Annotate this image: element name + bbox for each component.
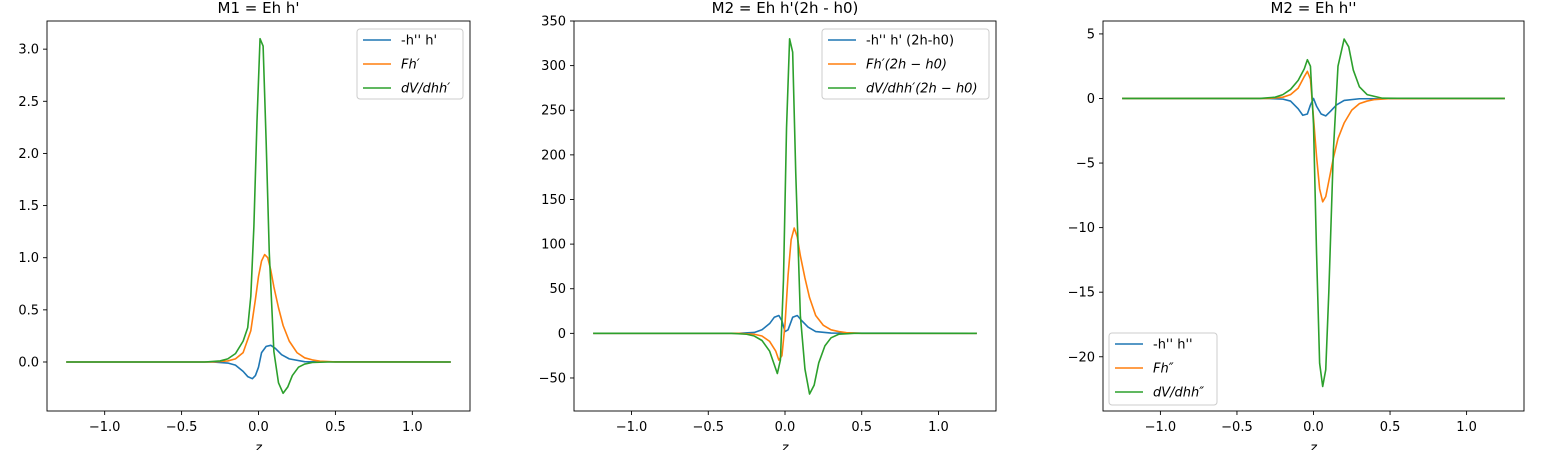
legend-entry-label: Fh′(2h − h0) (866, 58, 947, 73)
y-tick-label: −20 (1068, 350, 1095, 365)
legend-box (356, 28, 464, 100)
y-tick-label: 200 (541, 148, 566, 163)
x-tick-label: 1.0 (1456, 420, 1477, 435)
x-tick-label: −1.0 (89, 420, 121, 435)
chart-title: M2 = Eh h'(2h - h0) (712, 0, 859, 17)
y-tick-label: −15 (1068, 286, 1095, 301)
y-tick-label: 300 (541, 59, 566, 74)
x-tick-label: −0.5 (166, 420, 198, 435)
legend: -h'' h' (2h-h0) Fh′(2h − h0) dV/dhh′(2h − … (821, 28, 990, 100)
y-tick-label: −10 (1068, 221, 1095, 236)
legend-entry-label: -h'' h' (2h-h0) (866, 34, 954, 49)
chart-panel-2: −1.0 −0.5 0.0 0.5 1.0 −50 0 50 100 150 200 250 300 35… (539, 0, 997, 450)
y-tick-label: 2.5 (18, 95, 39, 110)
chart-panel-3: −1.0 −0.5 0.0 0.5 1.0 −20 −15 −10 −5 0 5 M2 = Eh h'… (1068, 0, 1525, 450)
legend-box (1108, 332, 1218, 406)
x-axis-label: z (781, 441, 790, 450)
series-line-3 (1122, 38, 1505, 388)
x-tick-label: 0.5 (325, 420, 346, 435)
legend: -h'' h'' Fh″ dV/dhh″ (1108, 332, 1218, 406)
y-tick-label: 100 (541, 238, 566, 253)
series-line-1 (66, 344, 451, 380)
y-tick-label: 2.0 (18, 147, 39, 162)
y-tick-label: 3.0 (18, 43, 39, 58)
y-tick-label: 1.5 (18, 199, 39, 214)
chart-title: M2 = Eh h'' (1270, 0, 1356, 17)
x-axis-label: z (254, 441, 263, 450)
series-line-2 (1122, 70, 1505, 203)
y-tick-label: 5 (1087, 27, 1095, 42)
y-tick-label: 0 (1087, 92, 1095, 107)
legend-entry-label: -h'' h' (401, 34, 437, 49)
y-tick-label: 0.5 (18, 303, 39, 318)
series-line-1 (1122, 97, 1505, 117)
x-tick-label: 1.0 (928, 420, 949, 435)
legend-box (821, 28, 990, 100)
legend-entry-label: dV/dhh′ (401, 82, 450, 97)
x-tick-label: −1.0 (1145, 420, 1177, 435)
y-tick-label: 350 (541, 15, 566, 30)
series-line-2 (66, 253, 451, 363)
chart-title: M1 = Eh h' (218, 0, 300, 17)
y-tick-label: 50 (549, 282, 566, 297)
x-tick-label: −0.5 (692, 420, 724, 435)
y-tick-label: 0.0 (18, 355, 39, 370)
y-tick-label: −5 (1076, 157, 1095, 172)
legend-entry-label: Fh″ (1153, 362, 1174, 377)
legend-entry-label: Fh′ (401, 58, 420, 73)
x-tick-label: 0.0 (248, 420, 269, 435)
series-line-3 (66, 37, 451, 395)
legend-entry-label: -h'' h'' (1153, 338, 1193, 353)
x-tick-label: 0.0 (1303, 420, 1324, 435)
x-axis-label: z (1309, 441, 1318, 450)
x-tick-label: 1.0 (402, 420, 423, 435)
series-line-3 (593, 38, 977, 395)
x-tick-label: 0.5 (1380, 420, 1401, 435)
chart-panel-1: −1.0 −0.5 0.0 0.5 1.0 0.0 0.5 1.0 1.5 2.0 2.5 3.0 M1… (18, 0, 471, 450)
x-tick-label: −0.5 (1221, 420, 1253, 435)
x-tick-label: −1.0 (616, 420, 648, 435)
legend-entry-label: dV/dhh″ (1153, 386, 1204, 401)
y-tick-label: 250 (541, 104, 566, 119)
x-tick-label: 0.0 (775, 420, 796, 435)
y-tick-label: 150 (541, 193, 566, 208)
x-tick-label: 0.5 (851, 420, 872, 435)
legend: -h'' h' Fh′ dV/dhh′ (356, 28, 464, 100)
y-tick-label: −50 (539, 371, 566, 386)
legend-entry-label: dV/dhh′(2h − h0) (866, 82, 978, 97)
series-line-2 (593, 227, 977, 361)
y-tick-label: 1.0 (18, 251, 39, 266)
y-tick-label: 0 (558, 327, 566, 342)
